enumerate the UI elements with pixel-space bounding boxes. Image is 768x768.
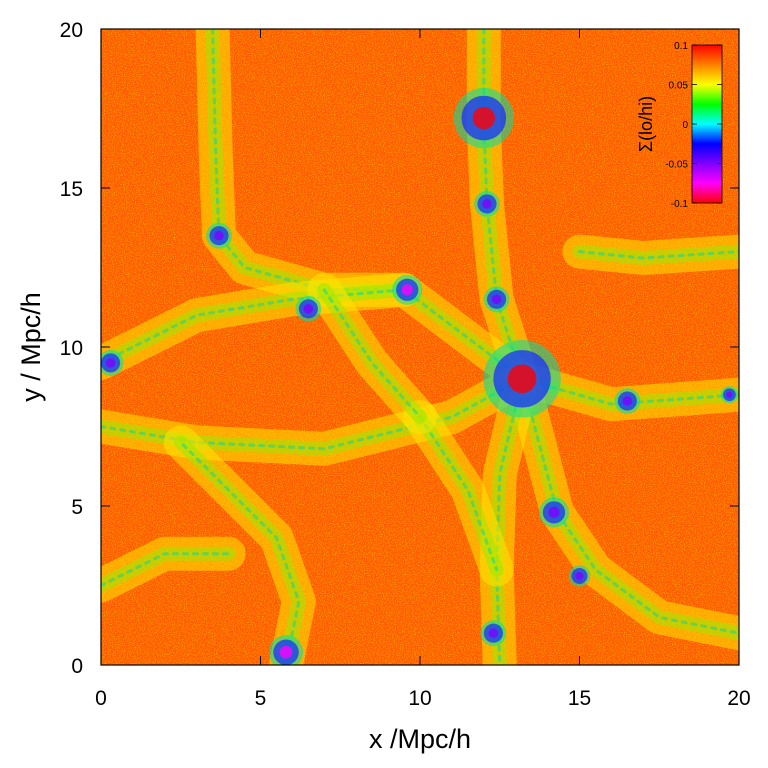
x-tick-label: 10 bbox=[408, 687, 431, 710]
colorbar-tick-label: -0.1 bbox=[671, 199, 689, 210]
halo-core-10 bbox=[622, 396, 633, 406]
halo-layer bbox=[101, 87, 739, 665]
halo-core-2 bbox=[401, 284, 413, 296]
filament-ridge-2 bbox=[101, 288, 524, 381]
colorbar: 0.1 0.05 0 -0.05 -0.1 Σ(lo/hi) bbox=[636, 41, 723, 210]
halo-core-6 bbox=[548, 506, 560, 518]
x-axis-ticks: 0 5 10 15 20 bbox=[95, 29, 751, 710]
halo-core-5 bbox=[491, 294, 502, 305]
y-tick-label: 0 bbox=[71, 655, 83, 678]
y-axis-ticks: 0 5 10 15 20 bbox=[60, 19, 739, 678]
halo-core-8 bbox=[214, 230, 224, 241]
y-tick-label: 15 bbox=[60, 178, 83, 201]
x-tick-label: 0 bbox=[95, 687, 107, 710]
filament-ridge-11 bbox=[322, 288, 422, 419]
y-axis-label: y / Mpc/h bbox=[16, 292, 46, 402]
filament-ridge-7 bbox=[179, 440, 301, 665]
halo-core-11 bbox=[105, 358, 116, 368]
filament-ridge-8 bbox=[101, 552, 231, 587]
filament-ridge-5 bbox=[495, 377, 524, 665]
halo-core-1 bbox=[472, 106, 495, 130]
colorbar-ticks: 0.1 0.05 0 -0.05 -0.1 bbox=[665, 41, 722, 210]
colorbar-label: Σ(lo/hi) bbox=[636, 96, 656, 152]
halo-core-7 bbox=[488, 628, 499, 638]
y-tick-label: 5 bbox=[71, 496, 83, 519]
halo-core-3 bbox=[279, 645, 293, 659]
x-axis-label: x /Mpc/h bbox=[369, 724, 471, 754]
halo-core-4 bbox=[482, 199, 492, 209]
halo-core-0 bbox=[507, 364, 537, 394]
x-tick-label: 20 bbox=[727, 687, 750, 710]
halo-core-13 bbox=[726, 391, 733, 398]
x-tick-label: 5 bbox=[255, 687, 267, 710]
colorbar-tick-label: 0.05 bbox=[669, 81, 689, 92]
filament-ridge-10 bbox=[418, 415, 499, 572]
y-tick-label: 20 bbox=[60, 19, 83, 42]
halo-core-9 bbox=[303, 304, 314, 314]
y-tick-label: 10 bbox=[60, 337, 83, 360]
heatmap-field bbox=[101, 29, 739, 665]
x-tick-label: 15 bbox=[568, 687, 591, 710]
colorbar-tick-label: -0.05 bbox=[665, 160, 688, 171]
filament-ridge-9 bbox=[578, 250, 739, 260]
halo-core-12 bbox=[575, 571, 584, 580]
colorbar-tick-label: 0.1 bbox=[674, 41, 688, 52]
filament-ridge-4 bbox=[520, 377, 739, 635]
colorbar-tick-label: 0 bbox=[682, 120, 688, 131]
